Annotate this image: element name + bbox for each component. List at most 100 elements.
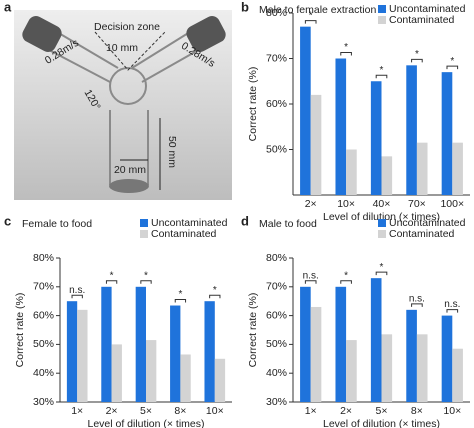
vial <box>22 16 62 52</box>
y-tick-label: 50% <box>266 143 287 155</box>
vial <box>109 179 149 193</box>
bar <box>381 156 393 195</box>
legend-label: Uncontaminated <box>389 3 466 15</box>
significance-label: * <box>213 285 217 296</box>
x-tick-label: 40× <box>373 198 391 210</box>
significance-label: * <box>110 270 114 281</box>
bar <box>335 286 347 402</box>
significance-label: n.s. <box>69 285 85 296</box>
y-tick-label: 60% <box>266 98 287 110</box>
panel-label: c <box>4 213 11 228</box>
photo-annotation: 20 mm <box>114 164 146 176</box>
panel-label: b <box>241 0 249 14</box>
panel-label: d <box>241 213 249 228</box>
x-tick-label: 10× <box>337 198 355 210</box>
legend-swatch <box>140 219 148 227</box>
legend-label: Contaminated <box>389 228 455 240</box>
x-tick-label: 100× <box>440 198 464 210</box>
bar <box>416 334 428 402</box>
x-axis-label: Level of dilution (× times) <box>87 418 204 428</box>
bar <box>146 340 157 402</box>
bar <box>441 315 453 402</box>
significance-label: * <box>415 49 419 60</box>
bar <box>214 358 226 402</box>
bar <box>180 354 191 402</box>
bar <box>406 309 417 402</box>
x-tick-label: 2× <box>106 405 118 417</box>
x-tick-label: 5× <box>140 405 152 417</box>
bar <box>441 72 453 195</box>
bar <box>370 278 382 402</box>
y-axis-label: Correct rate (%) <box>247 293 259 368</box>
significance-label: * <box>450 56 454 67</box>
significance-bracket <box>304 280 317 284</box>
bar <box>406 65 417 195</box>
y-tick-label: 30% <box>266 396 287 408</box>
x-tick-label: 70× <box>408 198 426 210</box>
vial <box>186 16 226 52</box>
y-tick-label: 80% <box>266 7 287 19</box>
y-axis-label: Correct rate (%) <box>247 67 259 142</box>
significance-bracket <box>174 299 187 303</box>
x-axis-label: Level of dilution (× times) <box>323 418 440 428</box>
x-tick-label: 10× <box>443 405 461 417</box>
significance-label: * <box>144 270 148 281</box>
x-tick-label: 5× <box>376 405 388 417</box>
y-axis-label: Correct rate (%) <box>14 293 26 368</box>
legend-swatch <box>378 5 386 13</box>
significance-label: * <box>178 289 182 300</box>
y-tick-label: 70% <box>33 281 54 293</box>
significance-label: * <box>380 65 384 76</box>
x-tick-label: 1× <box>71 405 83 417</box>
y-tick-label: 70% <box>266 52 287 64</box>
x-tick-label: 8× <box>174 405 186 417</box>
significance-bracket <box>375 271 388 276</box>
significance-label: * <box>344 42 348 53</box>
x-tick-label: 2× <box>340 405 352 417</box>
significance-bracket <box>411 303 423 307</box>
bar <box>135 286 146 402</box>
y-tick-label: 80% <box>33 252 54 264</box>
y-tick-label: 40% <box>266 367 287 379</box>
bar <box>170 305 181 402</box>
bar <box>111 344 122 402</box>
significance-bracket <box>340 52 352 56</box>
bar <box>300 26 311 196</box>
y-tick-label: 40% <box>33 367 54 379</box>
significance-bracket <box>340 280 352 284</box>
y-tick-label: 60% <box>33 309 54 321</box>
y-tick-label: 50% <box>33 338 54 350</box>
legend-label: Uncontaminated <box>151 217 228 229</box>
bar <box>370 81 382 195</box>
x-tick-label: 10× <box>206 405 224 417</box>
y-tick-label: 60% <box>266 309 287 321</box>
bar <box>346 340 357 402</box>
photo-annotation: Decision zone <box>94 21 160 33</box>
x-tick-label: 1× <box>305 405 317 417</box>
bar <box>381 334 393 402</box>
y-tick-label: 80% <box>266 252 287 264</box>
bar <box>346 149 357 195</box>
significance-bracket <box>304 20 317 24</box>
bar <box>300 286 311 402</box>
significance-label: * <box>309 10 313 21</box>
significance-bracket <box>446 65 459 70</box>
significance-label: n.s. <box>444 299 460 310</box>
x-axis-label: Level of dilution (× times) <box>323 211 440 223</box>
significance-bracket <box>71 294 83 299</box>
y-tick-label: 70% <box>266 281 287 293</box>
panel-label: a <box>4 0 12 14</box>
bar <box>335 58 347 195</box>
significance-bracket <box>140 280 152 284</box>
significance-bracket <box>375 74 388 79</box>
photo-annotation: 50 mm <box>166 136 178 168</box>
y-tick-label: 50% <box>266 338 287 350</box>
legend-swatch <box>378 230 386 238</box>
y-tick-label: 30% <box>33 396 54 408</box>
photo <box>14 10 232 200</box>
bar <box>66 301 78 402</box>
chart-title: Female to food <box>22 218 92 230</box>
legend-label: Contaminated <box>389 14 455 26</box>
bar <box>416 142 428 195</box>
